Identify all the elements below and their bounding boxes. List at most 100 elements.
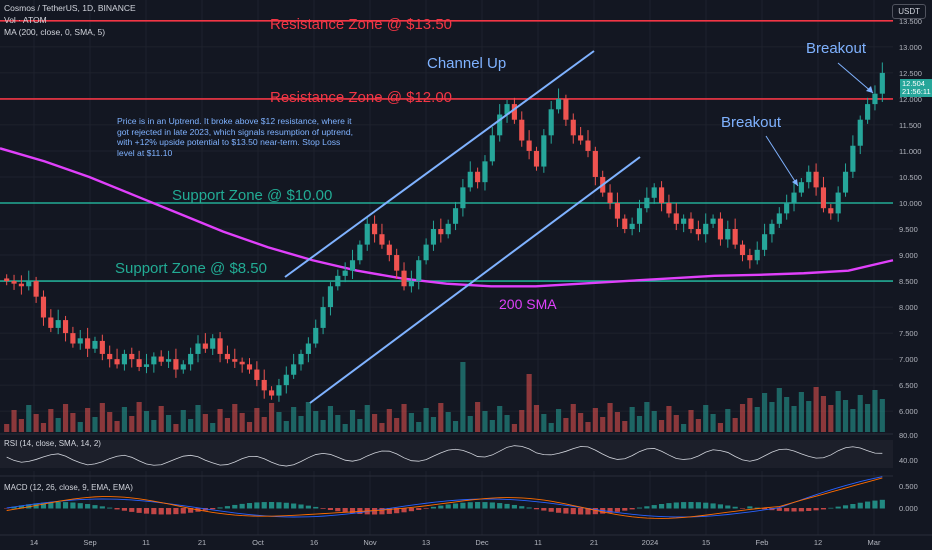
candle-body [195,343,201,354]
macd-hist-bar [835,506,841,509]
volume-bar [92,417,98,432]
price-tick: 13.500 [899,17,922,26]
candle-body [614,202,620,219]
volume-bar [857,395,863,432]
volume-bar [798,392,804,432]
macd-hist-bar [688,502,694,509]
volume-bar [710,414,716,432]
macd-hist-bar [828,507,834,509]
ma-legend: MA (200, close, 0, SMA, 5) [4,27,106,37]
price-axis: 13.500 13.000 12.500 12.000 11.500 11.000 10.5… [899,17,922,513]
volume-bar [210,423,216,432]
macd-hist-bar [511,504,517,509]
candle-body [386,244,392,256]
macd-hist-bar [210,508,216,510]
volume-bar [438,403,444,432]
macd-hist-bar [725,505,731,509]
macd-hist-bar [33,503,39,509]
channel-label: Channel Up [427,55,507,72]
candle-body [239,361,245,365]
candle-body [143,364,150,367]
candle-body [202,343,208,349]
volume-bar [401,404,407,432]
price-tick: 7.500 [899,329,918,338]
volume-bar [747,398,753,432]
macd-hist-bar [129,508,135,512]
macd-hist-bar [261,502,267,509]
candle-body [820,187,827,209]
candle-body [372,223,378,235]
breakout-arrow-mid [765,135,799,187]
breakout-label-mid: Breakout [721,114,782,131]
candle-body [313,327,319,344]
macd-hist-bar [747,506,753,509]
candle-body [33,281,39,297]
price-tick: 11.000 [899,147,921,156]
candle-body [732,229,738,245]
macd-hist-bar [452,503,459,509]
volume-bar [48,409,54,432]
price-tick: 12.500 [899,69,922,78]
volume-bars [4,362,885,432]
price-tick: 10.000 [899,199,922,208]
candle-body [857,119,863,146]
candle-body [180,364,186,370]
time-tick: 11 [142,538,150,547]
candle-body [62,320,69,334]
candle-body [776,213,782,224]
candle-body [232,359,238,362]
volume-bar [489,420,495,432]
candle-body [349,260,356,271]
candle-body [607,192,613,203]
candle-body [261,379,267,391]
candle-body [305,343,311,354]
time-tick: Oct [252,538,265,547]
macd-hist-bar [475,502,481,509]
macd-hist-bar [143,508,150,514]
resistance-1350-label: Resistance Zone @ $13.50 [270,16,452,33]
candle-body [408,281,414,287]
macd-hist-bar [681,502,687,509]
volume-bar [725,409,731,432]
candle-body [114,359,120,365]
price-tick: 11.500 [899,121,921,130]
volume-bar [570,404,576,432]
volume-bar [607,403,613,432]
macd-hist-bar [269,502,275,509]
macd-hist-bar [136,508,142,513]
macd-hist-bar [445,504,451,509]
volume-bar [158,406,164,432]
volume-bar [835,391,841,432]
macd-hist-bar [570,508,576,515]
macd-hist-bar [879,499,885,509]
volume-bar [70,413,76,432]
volume-bar [585,422,591,432]
breakout-arrowhead-top [866,86,873,93]
candle-body [806,171,812,183]
volume-bar [460,362,466,432]
volume-bar [791,406,797,432]
macd-hist-bar [857,502,863,509]
volume-bar [842,400,849,432]
volume-bar [364,405,370,432]
candle-body [475,171,481,183]
candle-body [445,223,451,235]
volume-bar [600,417,606,432]
volume-bar [416,422,422,432]
candle-body [725,229,731,240]
candle-body [710,218,716,224]
macd-hist-bar [813,508,819,511]
macd-line [6,476,883,518]
candle-body [416,260,422,282]
macd-hist-bar [173,508,179,515]
currency-button[interactable]: USDT [892,4,926,19]
candle-body [681,218,687,224]
volume-bar [55,418,61,432]
volume-bar [578,413,584,432]
candle-body [872,93,878,105]
macd-hist-bar [291,503,297,509]
volume-bar [519,410,525,432]
volume-bar [497,406,503,432]
candle-body [394,255,400,271]
